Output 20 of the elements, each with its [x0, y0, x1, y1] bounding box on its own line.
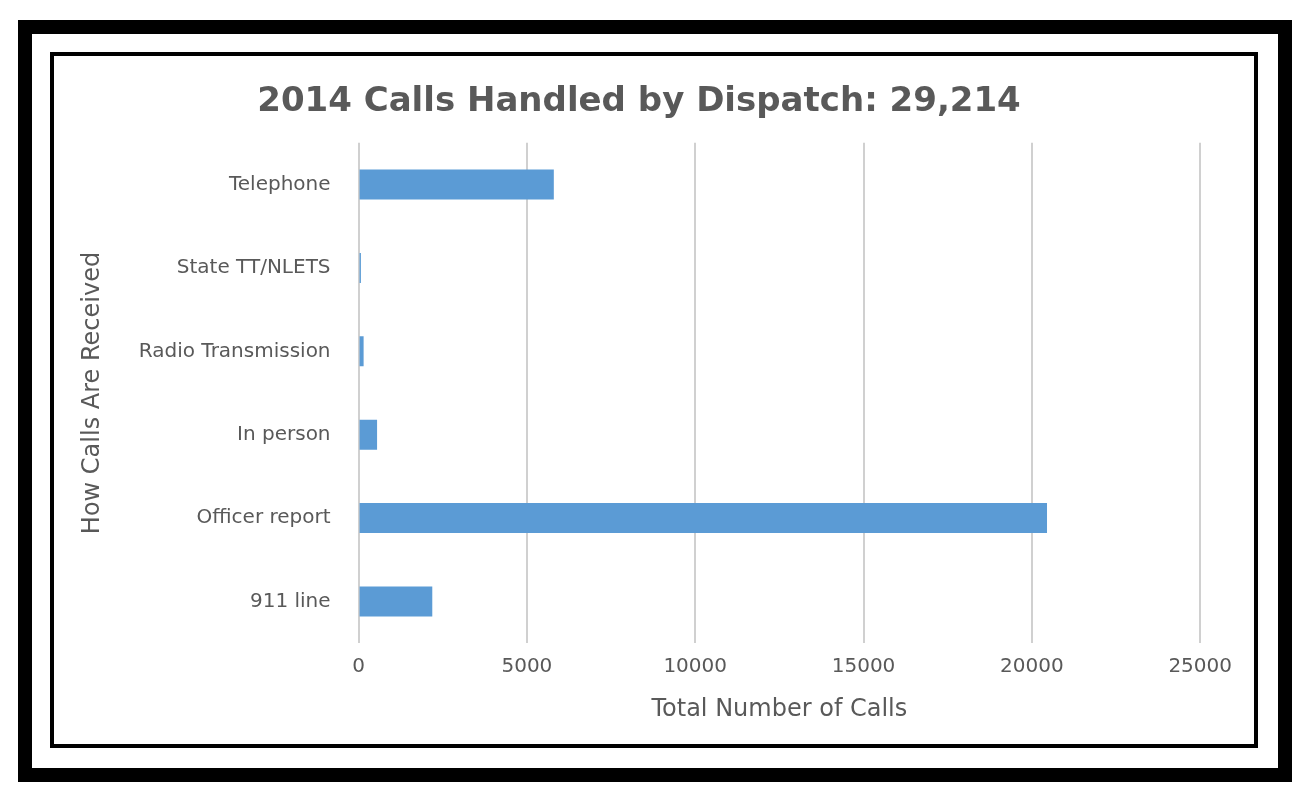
y-axis-title: How Calls Are Received	[76, 251, 105, 535]
bar	[359, 336, 364, 367]
bar	[359, 503, 1048, 534]
x-tick-label: 25000	[1168, 653, 1232, 678]
y-tick-label: Radio Transmission	[138, 337, 331, 362]
bar	[359, 419, 378, 450]
x-axis-title: Total Number of Calls	[650, 693, 908, 722]
y-tick-label: Officer report	[196, 504, 331, 529]
bar	[359, 586, 433, 617]
x-tick-label: 15000	[831, 653, 896, 678]
x-tick-label: 0	[352, 653, 365, 678]
y-tick-label: Telephone	[227, 170, 331, 195]
bar	[359, 169, 554, 200]
y-tick-label: 911 line	[249, 587, 331, 612]
x-tick-label: 20000	[1000, 653, 1064, 678]
x-tick-label: 10000	[663, 653, 728, 678]
y-tick-label: In person	[237, 420, 331, 445]
x-tick-label: 5000	[501, 653, 553, 678]
y-tick-label: State TT/NLETS	[176, 254, 331, 279]
chart-title: 2014 Calls Handled by Dispatch: 29,214	[257, 79, 1021, 120]
